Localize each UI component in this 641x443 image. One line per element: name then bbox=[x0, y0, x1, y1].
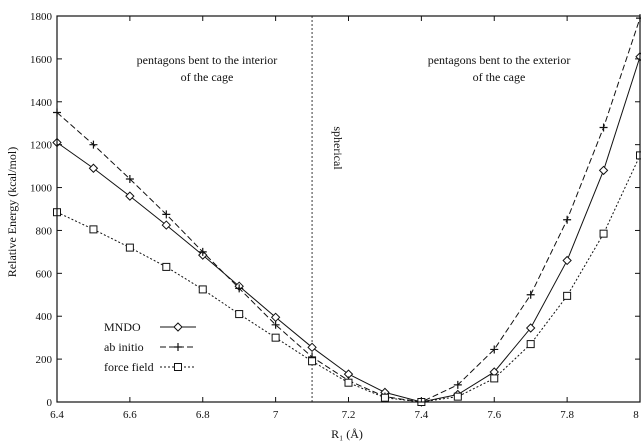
x-tick-label: 7.6 bbox=[487, 409, 501, 421]
y-tick-label: 400 bbox=[36, 311, 53, 323]
point-force-field bbox=[599, 229, 608, 238]
point-ab-initio bbox=[198, 247, 207, 256]
point-force-field bbox=[490, 374, 499, 383]
spherical-label: spherical bbox=[331, 126, 345, 170]
point-mndo bbox=[161, 220, 172, 230]
axes-layer: 6.4 6.6 6.8 7 7.2 7.4 7.6 7.8 8 0 200 400 600 800 1000… bbox=[30, 11, 641, 421]
point-force-field bbox=[344, 378, 353, 387]
point-force-field bbox=[453, 392, 462, 401]
legend-marker-mndo bbox=[173, 322, 183, 332]
point-mndo bbox=[88, 163, 99, 173]
point-ab-initio bbox=[526, 290, 535, 299]
y-tick-label: 0 bbox=[47, 397, 53, 409]
point-mndo bbox=[562, 255, 572, 266]
point-ab-initio bbox=[125, 174, 134, 183]
legend-label-ab-initio: ab initio bbox=[104, 340, 144, 354]
point-ab-initio bbox=[271, 320, 280, 329]
point-ab-initio bbox=[89, 140, 98, 149]
plot-layer bbox=[52, 14, 641, 407]
x-tick-label: 7.8 bbox=[560, 409, 574, 421]
series-line-mndo bbox=[56, 56, 641, 403]
text-layer: Relative Energy (kcal/mol) R₁ (Å) pentag… bbox=[5, 53, 570, 441]
legend-marker-force-field bbox=[174, 363, 182, 371]
y-tick-label: 1800 bbox=[30, 11, 53, 23]
annotation-right-line2: of the cage bbox=[473, 70, 526, 84]
point-force-field bbox=[235, 310, 244, 319]
annotation-left-line1: pentagons bent to the interior bbox=[137, 53, 278, 67]
legend: MNDO ab initio force field bbox=[104, 320, 196, 374]
y-tick-label: 1400 bbox=[30, 97, 53, 109]
point-force-field bbox=[198, 285, 207, 294]
x-tick-label: 6.8 bbox=[196, 409, 210, 421]
point-ab-initio bbox=[490, 345, 499, 354]
y-tick-label: 200 bbox=[36, 354, 53, 366]
point-ab-initio bbox=[162, 210, 171, 219]
point-force-field bbox=[162, 262, 171, 271]
point-ab-initio bbox=[599, 123, 608, 132]
point-mndo bbox=[525, 323, 536, 333]
y-axis-title: Relative Energy (kcal/mol) bbox=[5, 147, 19, 277]
legend-label-mndo: MNDO bbox=[104, 320, 141, 334]
point-ab-initio bbox=[563, 215, 572, 224]
point-mndo bbox=[307, 342, 317, 353]
point-force-field bbox=[271, 333, 280, 342]
point-force-field bbox=[380, 393, 389, 402]
point-force-field bbox=[89, 225, 98, 234]
point-ab-initio bbox=[453, 380, 462, 389]
series-line-force-field bbox=[56, 155, 641, 403]
plot-frame bbox=[56, 15, 641, 403]
legend-marker-ab-initio bbox=[174, 343, 182, 351]
legend-label-force-field: force field bbox=[104, 360, 154, 374]
point-force-field bbox=[308, 357, 317, 366]
point-force-field bbox=[563, 291, 572, 300]
annotation-left-line2: of the cage bbox=[181, 70, 234, 84]
series-line-ab-initio bbox=[56, 17, 641, 403]
x-tick-label: 6.6 bbox=[123, 409, 137, 421]
point-mndo bbox=[598, 165, 609, 176]
x-tick-label: 8 bbox=[633, 409, 639, 421]
x-tick-label: 7.2 bbox=[342, 409, 356, 421]
y-tick-label: 1200 bbox=[30, 140, 53, 152]
point-ab-initio bbox=[235, 284, 244, 293]
x-tick-label: 7 bbox=[273, 409, 279, 421]
x-tick-label: 6.4 bbox=[50, 409, 64, 421]
annotation-right-line1: pentagons bent to the exterior bbox=[428, 53, 571, 67]
point-force-field bbox=[125, 243, 134, 252]
y-tick-label: 1600 bbox=[30, 54, 53, 66]
point-force-field bbox=[526, 340, 535, 349]
x-axis-title: R₁ (Å) bbox=[331, 427, 363, 441]
y-tick-label: 800 bbox=[36, 225, 53, 237]
point-mndo bbox=[125, 191, 135, 201]
x-tick-label: 7.4 bbox=[415, 409, 429, 421]
y-tick-label: 1000 bbox=[30, 183, 53, 195]
y-tick-label: 600 bbox=[36, 268, 53, 280]
